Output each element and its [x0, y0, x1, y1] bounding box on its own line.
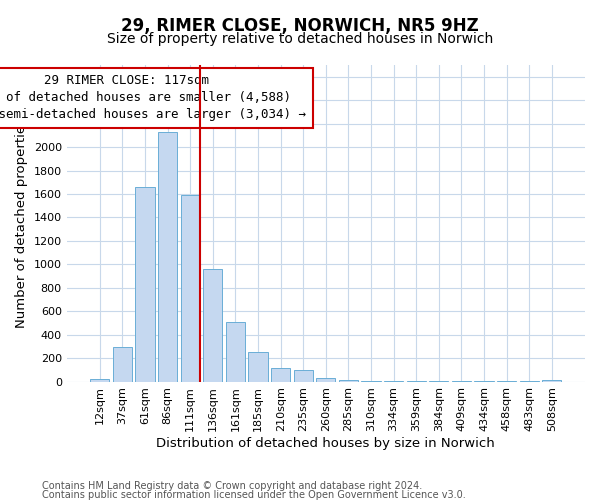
Text: 29 RIMER CLOSE: 117sqm
← 60% of detached houses are smaller (4,588)
39% of semi-: 29 RIMER CLOSE: 117sqm ← 60% of detached… [0, 74, 307, 122]
Bar [90, 379, 109, 382]
Bar [158, 132, 177, 382]
Bar [384, 381, 403, 382]
Bar [113, 347, 132, 382]
Bar [226, 322, 245, 382]
Bar [316, 378, 335, 382]
Bar [181, 195, 200, 382]
Bar [293, 370, 313, 382]
Bar [339, 380, 358, 382]
Text: Contains public sector information licensed under the Open Government Licence v3: Contains public sector information licen… [42, 490, 466, 500]
Text: Size of property relative to detached houses in Norwich: Size of property relative to detached ho… [107, 32, 493, 46]
Bar [203, 269, 223, 382]
Text: 29, RIMER CLOSE, NORWICH, NR5 9HZ: 29, RIMER CLOSE, NORWICH, NR5 9HZ [121, 18, 479, 36]
Text: Contains HM Land Registry data © Crown copyright and database right 2024.: Contains HM Land Registry data © Crown c… [42, 481, 422, 491]
Bar [136, 187, 155, 382]
Bar [542, 380, 562, 382]
Y-axis label: Number of detached properties: Number of detached properties [15, 118, 28, 328]
Bar [361, 380, 380, 382]
Bar [271, 368, 290, 382]
X-axis label: Distribution of detached houses by size in Norwich: Distribution of detached houses by size … [157, 437, 495, 450]
Bar [248, 352, 268, 382]
